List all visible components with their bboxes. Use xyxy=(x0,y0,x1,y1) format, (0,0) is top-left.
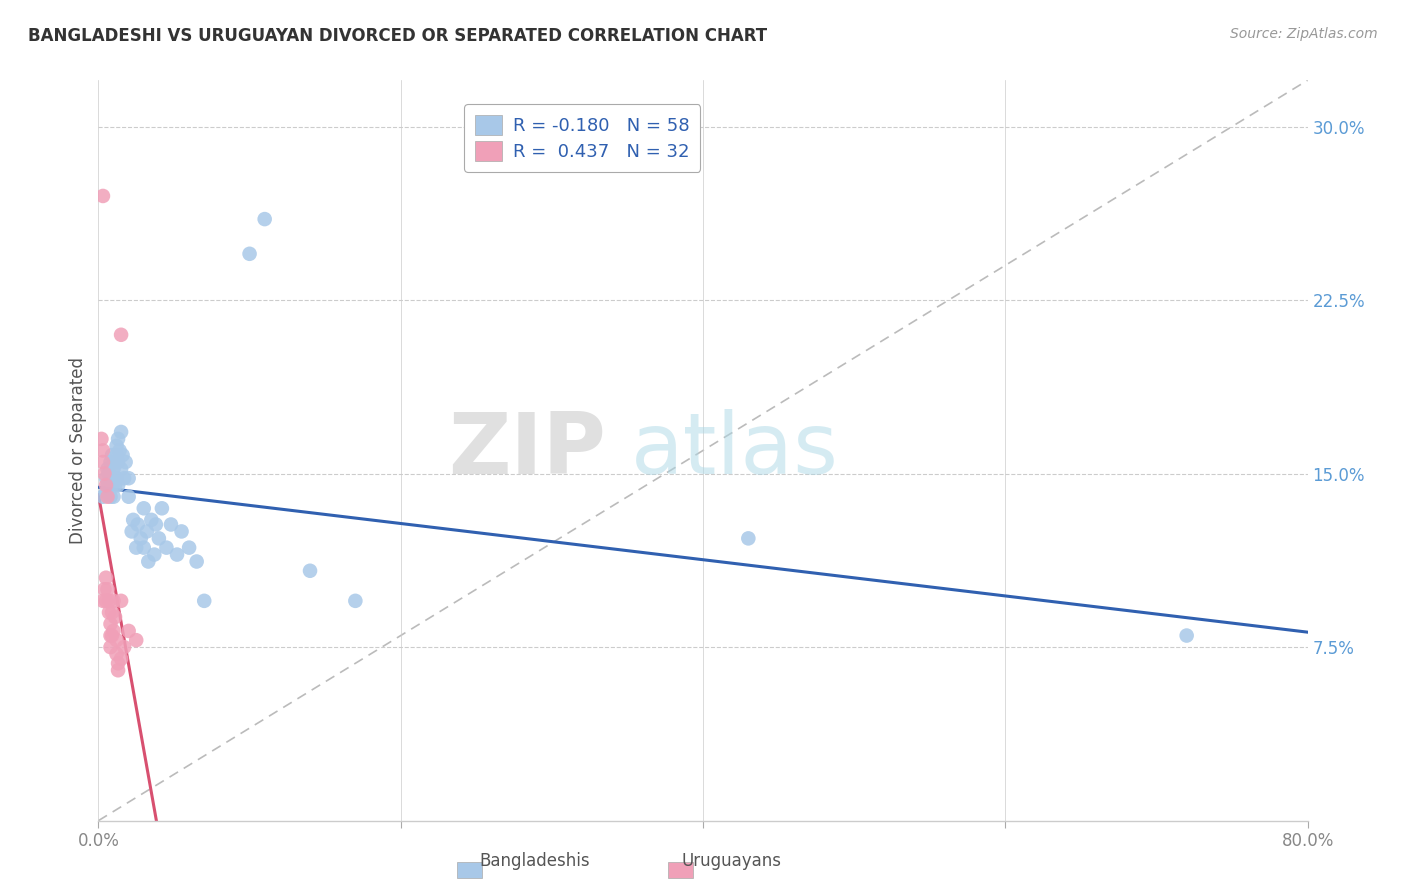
Point xyxy=(104,610,127,624)
Point xyxy=(94,594,117,608)
Point xyxy=(91,455,114,469)
Point xyxy=(105,633,128,648)
Point xyxy=(155,541,177,555)
Point xyxy=(112,640,135,654)
Text: Source: ZipAtlas.com: Source: ZipAtlas.com xyxy=(1230,27,1378,41)
Point xyxy=(103,462,125,476)
Point xyxy=(91,189,114,203)
Point xyxy=(90,432,112,446)
Point xyxy=(101,628,124,642)
Point xyxy=(107,455,129,469)
Point xyxy=(143,548,166,562)
Point xyxy=(98,478,121,492)
Point xyxy=(105,647,128,661)
Text: atlas: atlas xyxy=(630,409,838,492)
Point xyxy=(91,594,114,608)
Point xyxy=(118,471,141,485)
Point xyxy=(145,517,167,532)
Point xyxy=(100,471,122,485)
Point xyxy=(110,594,132,608)
Point xyxy=(98,467,121,481)
Legend: R = -0.180   N = 58, R =  0.437   N = 32: R = -0.180 N = 58, R = 0.437 N = 32 xyxy=(464,104,700,172)
Point xyxy=(160,517,183,532)
Point xyxy=(110,462,132,476)
Point xyxy=(193,594,215,608)
Point xyxy=(125,633,148,648)
Text: BANGLADESHI VS URUGUAYAN DIVORCED OR SEPARATED CORRELATION CHART: BANGLADESHI VS URUGUAYAN DIVORCED OR SEP… xyxy=(28,27,768,45)
Point xyxy=(186,554,208,569)
Point xyxy=(127,517,149,532)
Point xyxy=(101,606,124,620)
Point xyxy=(93,582,115,597)
Text: Uruguayans: Uruguayans xyxy=(681,852,782,870)
Point xyxy=(148,532,170,546)
Point xyxy=(103,471,125,485)
Point xyxy=(96,490,118,504)
Point xyxy=(94,471,117,485)
Point xyxy=(101,448,124,462)
Text: Bangladeshis: Bangladeshis xyxy=(479,852,589,870)
Point xyxy=(100,617,122,632)
Point xyxy=(111,448,134,462)
Point xyxy=(136,554,159,569)
Point xyxy=(129,532,152,546)
Point xyxy=(91,490,114,504)
Point xyxy=(166,548,188,562)
Point xyxy=(737,532,759,546)
Point xyxy=(107,657,129,671)
Point xyxy=(150,501,173,516)
Point xyxy=(100,628,122,642)
Point xyxy=(107,432,129,446)
Point xyxy=(132,501,155,516)
Point xyxy=(110,327,132,342)
Point xyxy=(112,471,135,485)
Point xyxy=(94,478,117,492)
Point xyxy=(1175,628,1198,642)
Point xyxy=(132,541,155,555)
Point xyxy=(135,524,157,539)
Point xyxy=(100,490,122,504)
Point xyxy=(118,624,141,638)
Point xyxy=(98,606,121,620)
Point xyxy=(179,541,201,555)
Point xyxy=(239,247,262,261)
Point xyxy=(108,443,131,458)
Point xyxy=(103,490,125,504)
Point xyxy=(94,485,117,500)
Point xyxy=(107,478,129,492)
Point xyxy=(101,478,124,492)
Point xyxy=(96,582,118,597)
Point xyxy=(100,455,122,469)
Point xyxy=(104,478,127,492)
Point xyxy=(96,478,118,492)
Point xyxy=(104,455,127,469)
Point xyxy=(103,624,125,638)
Text: ZIP: ZIP xyxy=(449,409,606,492)
Point xyxy=(170,524,193,539)
Point xyxy=(118,490,141,504)
Point xyxy=(141,513,163,527)
Point xyxy=(125,541,148,555)
Point xyxy=(103,594,125,608)
Point xyxy=(114,455,136,469)
Point xyxy=(105,471,128,485)
Point xyxy=(299,564,322,578)
Point xyxy=(91,443,114,458)
Point xyxy=(122,513,145,527)
Point xyxy=(110,651,132,665)
Point xyxy=(253,212,276,227)
Point xyxy=(107,663,129,677)
Point xyxy=(121,524,143,539)
Y-axis label: Divorced or Separated: Divorced or Separated xyxy=(69,357,87,544)
Point xyxy=(105,448,128,462)
Point xyxy=(105,439,128,453)
Point xyxy=(100,640,122,654)
Point xyxy=(96,462,118,476)
Point xyxy=(344,594,367,608)
Point xyxy=(110,425,132,439)
Point xyxy=(93,467,115,481)
Point xyxy=(98,594,121,608)
Point xyxy=(94,571,117,585)
